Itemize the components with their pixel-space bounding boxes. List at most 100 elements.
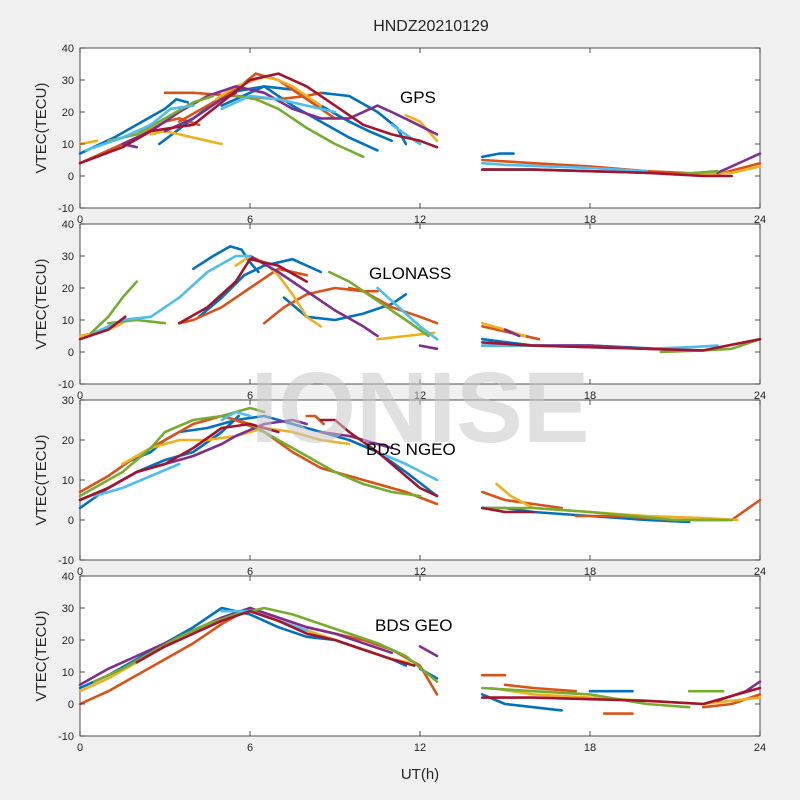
y-tick-label: 20: [62, 635, 74, 647]
plot-area: [79, 223, 761, 385]
y-tick-label: 20: [62, 107, 74, 119]
series-line: [192, 245, 260, 274]
x-axis-label: UT(h): [401, 766, 439, 783]
x-tick-label: 18: [584, 742, 596, 754]
series-line: [687, 165, 762, 176]
series-line: [319, 430, 394, 450]
series-line: [248, 254, 379, 338]
x-tick-label: 12: [414, 566, 426, 578]
y-tick-label: 10: [62, 475, 74, 487]
y-tick-label: -10: [58, 731, 74, 743]
series-line: [92, 462, 181, 498]
series-line: [78, 606, 394, 687]
series-line: [78, 315, 127, 341]
series-line: [220, 410, 252, 422]
series-line: [480, 161, 649, 173]
x-tick-label: 0: [77, 566, 83, 578]
panel-annotation: GPS: [400, 88, 436, 107]
series-line: [234, 94, 365, 159]
y-tick-label: 30: [62, 75, 74, 87]
y-tick-label: 10: [62, 315, 74, 327]
x-tick-label: 6: [247, 742, 253, 754]
figure-title: HNDZ20210129: [373, 18, 489, 35]
x-tick-label: 18: [584, 390, 596, 402]
series-line: [376, 286, 439, 341]
series-line: [480, 686, 762, 706]
series-line: [480, 693, 564, 712]
series-group: [78, 406, 762, 524]
y-tick-label: 0: [68, 699, 74, 711]
series-line: [262, 286, 439, 325]
y-tick-label: 40: [62, 571, 74, 583]
series-line: [135, 609, 416, 667]
series-line: [659, 337, 762, 354]
series-line: [404, 113, 439, 143]
y-tick-label: 30: [62, 603, 74, 615]
x-tick-label: 0: [77, 742, 83, 754]
y-axis-label: VTEC(TECU): [33, 83, 50, 174]
panel-annotation: GLONASS: [369, 264, 451, 283]
x-tick-label: 24: [754, 214, 766, 226]
series-line: [418, 645, 439, 658]
series-line: [121, 85, 439, 146]
y-axis-label: VTEC(TECU): [33, 611, 50, 702]
y-axis-label: VTEC(TECU): [33, 435, 50, 526]
series-line: [480, 686, 691, 709]
x-tick-label: 0: [77, 214, 83, 226]
x-tick-label: 24: [754, 390, 766, 402]
series-line: [480, 506, 535, 514]
y-tick-label: 40: [62, 43, 74, 55]
x-tick-label: 18: [584, 214, 596, 226]
series-line: [149, 129, 223, 146]
series-line: [78, 422, 280, 502]
series-line: [327, 270, 430, 338]
x-tick-label: 6: [247, 566, 253, 578]
x-tick-label: 24: [754, 566, 766, 578]
y-tick-label: 30: [62, 395, 74, 407]
panel-annotation: BDS GEO: [375, 616, 452, 635]
plot-area: [79, 47, 761, 209]
y-tick-label: -10: [58, 203, 74, 215]
y-tick-label: 0: [68, 515, 74, 527]
y-tick-label: -10: [58, 379, 74, 391]
y-tick-label: 20: [62, 435, 74, 447]
x-tick-label: 6: [247, 214, 253, 226]
series-line: [248, 422, 422, 498]
y-tick-label: 0: [68, 171, 74, 183]
x-tick-label: 24: [754, 742, 766, 754]
series-line: [220, 94, 337, 114]
y-tick-label: 20: [62, 283, 74, 295]
series-line: [480, 152, 515, 159]
series-group: [78, 72, 762, 178]
series-line: [177, 257, 309, 325]
series-line: [177, 72, 337, 123]
y-tick-label: 0: [68, 347, 74, 359]
y-tick-label: 30: [62, 251, 74, 263]
series-line: [78, 406, 266, 498]
plot-area: [79, 575, 761, 737]
series-group: [78, 606, 762, 715]
series-line: [78, 72, 439, 165]
series-line: [418, 344, 439, 351]
x-tick-label: 18: [584, 566, 596, 578]
x-tick-label: 12: [414, 390, 426, 402]
plot-area: [79, 399, 761, 561]
series-line: [480, 506, 734, 522]
series-line: [480, 490, 564, 510]
y-tick-label: 40: [62, 219, 74, 231]
series-line: [319, 418, 439, 498]
series-line: [177, 267, 309, 325]
series-line: [480, 337, 762, 352]
series-line: [197, 257, 323, 319]
y-tick-label: -10: [58, 555, 74, 567]
series-line: [78, 139, 99, 146]
y-tick-label: 10: [62, 667, 74, 679]
x-tick-label: 12: [414, 214, 426, 226]
series-line: [376, 450, 439, 482]
